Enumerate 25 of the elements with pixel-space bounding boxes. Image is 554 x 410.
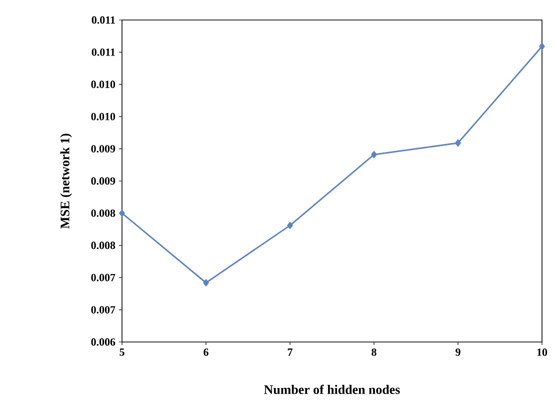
- x-tick-label: 10: [537, 348, 548, 356]
- y-tick-label: 0.010: [91, 112, 116, 120]
- y-tick-label: 0.009: [91, 177, 116, 185]
- y-tick-label: 0.006: [91, 338, 116, 346]
- point: [119, 210, 125, 217]
- y-tick-label: 0.007: [91, 306, 116, 314]
- y-tick-label: 0.011: [92, 48, 115, 56]
- y-axis-title: MSE (network 1): [60, 134, 72, 229]
- y-tick-label: 0.008: [91, 242, 116, 250]
- y-tick-label: 0.010: [91, 80, 116, 88]
- x-tick-label: 5: [120, 348, 124, 356]
- point: [287, 222, 293, 229]
- x-tick-label: 8: [372, 348, 376, 356]
- y-tick-label: 0.009: [91, 145, 116, 153]
- point: [455, 139, 461, 147]
- x-tick-label: 6: [204, 348, 208, 356]
- y-tick-label: 0.011: [92, 16, 115, 24]
- point: [371, 151, 377, 158]
- point: [539, 42, 545, 50]
- x-tick-label: 9: [456, 348, 460, 356]
- y-tick-label: 0.008: [91, 209, 116, 217]
- point: [203, 279, 209, 286]
- x-axis-title: Number of hidden nodes: [264, 384, 400, 394]
- y-tick-label: 0.007: [91, 274, 116, 282]
- x-tick-label: 7: [288, 348, 292, 356]
